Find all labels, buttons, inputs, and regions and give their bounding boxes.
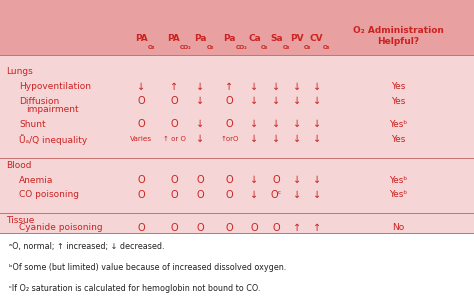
Text: ↓: ↓ <box>250 190 259 200</box>
Text: Helpful?: Helpful? <box>377 37 419 46</box>
Text: ↓: ↓ <box>312 96 321 106</box>
Text: ↓: ↓ <box>272 134 281 144</box>
Text: Yesᵇ: Yesᵇ <box>389 176 407 185</box>
Text: O: O <box>137 190 145 200</box>
Text: ↓: ↓ <box>272 96 281 106</box>
Text: O₂ Administration: O₂ Administration <box>353 26 444 35</box>
Text: Yes: Yes <box>391 96 405 106</box>
FancyBboxPatch shape <box>0 55 474 233</box>
Text: O₂: O₂ <box>323 45 330 50</box>
Text: Diffusion: Diffusion <box>19 96 59 106</box>
Text: O₂: O₂ <box>261 45 268 50</box>
Text: Lungs: Lungs <box>6 67 32 76</box>
Text: ↓: ↓ <box>196 82 205 92</box>
Text: O: O <box>197 223 204 233</box>
Text: Yes: Yes <box>391 82 405 91</box>
Text: O: O <box>137 96 145 106</box>
Text: ᶜIf O₂ saturation is calculated for hemoglobin not bound to CO.: ᶜIf O₂ saturation is calculated for hemo… <box>9 284 261 293</box>
Text: O: O <box>226 223 233 233</box>
Text: O: O <box>226 175 233 185</box>
Text: Ca: Ca <box>248 34 261 43</box>
Text: Pa: Pa <box>223 34 236 43</box>
Text: ↓: ↓ <box>312 190 321 200</box>
Text: ↓: ↓ <box>196 119 205 129</box>
Text: Pa: Pa <box>194 34 207 43</box>
Text: ↓: ↓ <box>312 175 321 185</box>
Text: Tissue: Tissue <box>6 216 34 225</box>
Text: O: O <box>170 96 178 106</box>
FancyBboxPatch shape <box>0 0 474 55</box>
Text: O₂: O₂ <box>147 45 155 50</box>
Text: ↓: ↓ <box>293 96 301 106</box>
Text: ↓: ↓ <box>312 134 321 144</box>
Text: ↑: ↑ <box>225 82 234 92</box>
Text: Yes: Yes <box>391 135 405 144</box>
Text: Sa: Sa <box>270 34 283 43</box>
Text: ↑: ↑ <box>170 82 178 92</box>
Text: O₂: O₂ <box>283 45 290 50</box>
Text: ↓: ↓ <box>196 134 205 144</box>
Text: ↑: ↑ <box>293 223 301 233</box>
Text: ↓: ↓ <box>250 134 259 144</box>
Text: PA: PA <box>135 34 147 43</box>
Text: O: O <box>170 175 178 185</box>
Text: PA: PA <box>168 34 180 43</box>
Text: O: O <box>273 223 280 233</box>
Text: O: O <box>137 175 145 185</box>
Text: ↓: ↓ <box>196 96 205 106</box>
Text: Shunt: Shunt <box>19 120 46 129</box>
Text: O: O <box>197 175 204 185</box>
Text: O: O <box>226 119 233 129</box>
Text: O: O <box>251 223 258 233</box>
Text: Anemia: Anemia <box>19 176 54 185</box>
Text: Ṻₐ/Q̇ inequality: Ṻₐ/Q̇ inequality <box>19 134 87 145</box>
Text: Hypoventilation: Hypoventilation <box>19 82 91 91</box>
Text: ↓: ↓ <box>250 175 259 185</box>
Text: O: O <box>170 223 178 233</box>
Text: Yesᵇ: Yesᵇ <box>389 120 407 129</box>
Text: CO₂: CO₂ <box>236 45 247 50</box>
Text: ↓: ↓ <box>293 119 301 129</box>
Text: No: No <box>392 223 404 233</box>
Text: O: O <box>273 175 280 185</box>
Text: ↓: ↓ <box>272 119 281 129</box>
Text: CO₂: CO₂ <box>180 45 192 50</box>
Text: Varies: Varies <box>130 136 152 142</box>
Text: impairment: impairment <box>26 105 79 114</box>
Text: ↑orO: ↑orO <box>220 136 238 142</box>
Text: Oᶜ: Oᶜ <box>271 190 282 200</box>
Text: ᵃO, normal; ↑ increased; ↓ decreased.: ᵃO, normal; ↑ increased; ↓ decreased. <box>9 242 165 251</box>
Text: ↓: ↓ <box>293 82 301 92</box>
Text: ↑ or O: ↑ or O <box>163 136 185 142</box>
Text: PV: PV <box>291 34 304 43</box>
Text: CO poisoning: CO poisoning <box>19 190 79 199</box>
Text: O: O <box>170 119 178 129</box>
Text: ↓: ↓ <box>293 190 301 200</box>
Text: ↓: ↓ <box>312 82 321 92</box>
Text: Cyanide poisoning: Cyanide poisoning <box>19 223 102 233</box>
Text: ↓: ↓ <box>293 175 301 185</box>
Text: O: O <box>170 190 178 200</box>
Text: ↑: ↑ <box>312 223 321 233</box>
Text: ↓: ↓ <box>250 82 259 92</box>
Text: ↓: ↓ <box>312 119 321 129</box>
Text: ↓: ↓ <box>137 82 146 92</box>
Text: ↓: ↓ <box>250 96 259 106</box>
Text: ᵇOf some (but limited) value because of increased dissolved oxygen.: ᵇOf some (but limited) value because of … <box>9 263 287 272</box>
Text: ↓: ↓ <box>272 82 281 92</box>
Text: O: O <box>137 223 145 233</box>
Text: Blood: Blood <box>6 161 31 170</box>
Text: O: O <box>197 190 204 200</box>
Text: CV: CV <box>310 34 323 43</box>
Text: Yesᵇ: Yesᵇ <box>389 190 407 199</box>
Text: ↓: ↓ <box>250 119 259 129</box>
Text: O: O <box>226 190 233 200</box>
Text: O: O <box>137 119 145 129</box>
Text: O₂: O₂ <box>207 45 214 50</box>
Text: O₂: O₂ <box>303 45 311 50</box>
Text: ↓: ↓ <box>293 134 301 144</box>
Text: O: O <box>226 96 233 106</box>
